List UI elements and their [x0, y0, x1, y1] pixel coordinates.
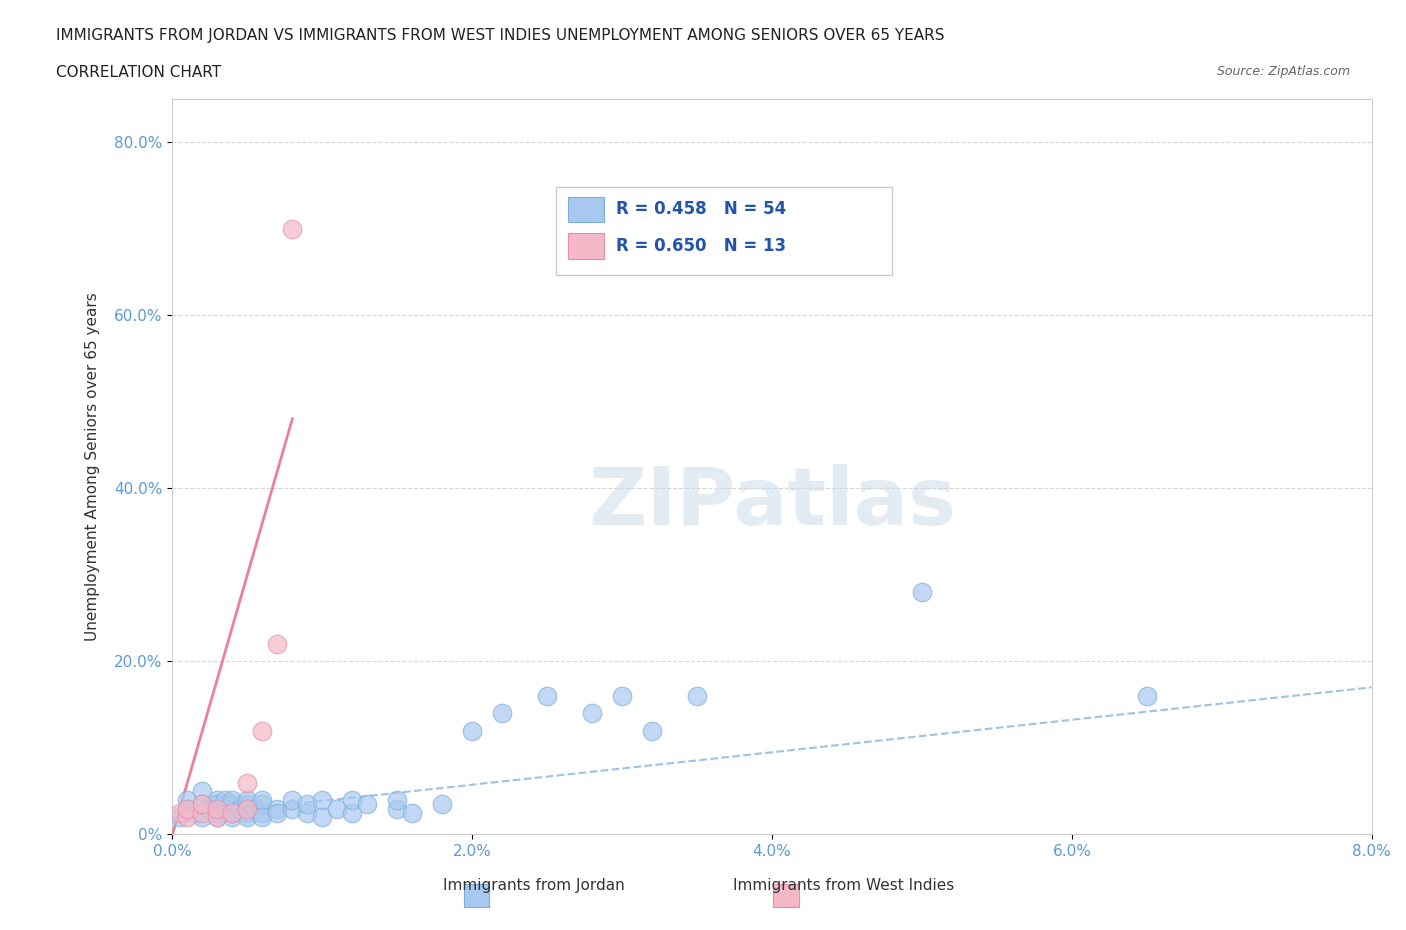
Point	[297, 797, 319, 812]
Point	[432, 797, 454, 812]
Point	[342, 792, 364, 807]
Point	[281, 221, 304, 236]
Point	[252, 724, 274, 738]
Point	[221, 810, 243, 825]
Point	[176, 810, 198, 825]
Point	[252, 792, 274, 807]
Point	[207, 801, 229, 816]
Point	[191, 784, 214, 799]
Point	[401, 805, 423, 820]
Point	[236, 775, 259, 790]
Text: ZIPatlas: ZIPatlas	[588, 464, 956, 542]
Point	[491, 706, 513, 721]
Point	[236, 792, 259, 807]
Point	[281, 801, 304, 816]
Text: Immigrants from West Indies: Immigrants from West Indies	[733, 878, 955, 893]
Text: IMMIGRANTS FROM JORDAN VS IMMIGRANTS FROM WEST INDIES UNEMPLOYMENT AMONG SENIORS: IMMIGRANTS FROM JORDAN VS IMMIGRANTS FRO…	[56, 28, 945, 43]
Point	[207, 805, 229, 820]
Point	[236, 805, 259, 820]
Text: CORRELATION CHART: CORRELATION CHART	[56, 65, 221, 80]
Point	[326, 801, 349, 816]
Point	[911, 585, 934, 600]
Point	[236, 810, 259, 825]
Point	[191, 805, 214, 820]
Point	[266, 637, 288, 652]
Point	[191, 810, 214, 825]
Point	[229, 801, 252, 816]
Point	[281, 792, 304, 807]
Point	[191, 797, 214, 812]
Point	[169, 810, 191, 825]
Point	[1136, 688, 1159, 703]
Point	[536, 688, 558, 703]
Point	[356, 797, 378, 812]
Text: R = 0.458   N = 54: R = 0.458 N = 54	[616, 200, 786, 218]
Point	[311, 792, 333, 807]
Point	[191, 797, 214, 812]
Point	[221, 792, 243, 807]
Y-axis label: Unemployment Among Seniors over 65 years: Unemployment Among Seniors over 65 years	[86, 292, 100, 641]
Point	[236, 797, 259, 812]
Point	[214, 792, 236, 807]
Point	[266, 805, 288, 820]
Point	[176, 801, 198, 816]
Point	[221, 797, 243, 812]
Text: Immigrants from Jordan: Immigrants from Jordan	[443, 878, 626, 893]
FancyBboxPatch shape	[568, 196, 605, 222]
Point	[221, 801, 243, 816]
Point	[243, 801, 266, 816]
Point	[207, 797, 229, 812]
Point	[641, 724, 664, 738]
Point	[207, 801, 229, 816]
Point	[176, 801, 198, 816]
Point	[297, 805, 319, 820]
Point	[207, 792, 229, 807]
Point	[266, 801, 288, 816]
Point	[184, 805, 207, 820]
Point	[176, 792, 198, 807]
Point	[236, 801, 259, 816]
Point	[461, 724, 484, 738]
Text: Source: ZipAtlas.com: Source: ZipAtlas.com	[1216, 65, 1350, 78]
Point	[311, 810, 333, 825]
Point	[221, 805, 243, 820]
Point	[207, 810, 229, 825]
Point	[252, 805, 274, 820]
Point	[221, 805, 243, 820]
Point	[686, 688, 709, 703]
FancyBboxPatch shape	[557, 187, 891, 275]
Point	[387, 792, 409, 807]
Point	[252, 797, 274, 812]
Point	[169, 805, 191, 820]
Point	[387, 801, 409, 816]
Point	[342, 805, 364, 820]
Point	[207, 810, 229, 825]
FancyBboxPatch shape	[568, 233, 605, 259]
Point	[581, 706, 603, 721]
Point	[198, 801, 221, 816]
Point	[610, 688, 633, 703]
Text: R = 0.650   N = 13: R = 0.650 N = 13	[616, 237, 786, 255]
Point	[252, 810, 274, 825]
